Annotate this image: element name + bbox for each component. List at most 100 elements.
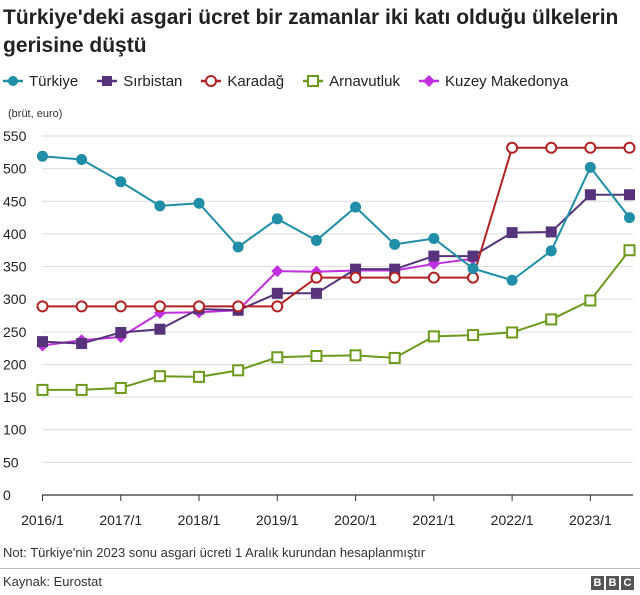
series-line-3 xyxy=(42,249,631,391)
data-point xyxy=(232,364,245,377)
data-point xyxy=(193,197,205,209)
legend-item-arnavutluk: Arnavutluk xyxy=(302,73,400,90)
data-point xyxy=(545,245,557,257)
y-tick-label: 400 xyxy=(3,226,27,242)
data-point xyxy=(466,271,479,284)
chart-legend: Türkiye Sırbistan Karadağ Arnavutluk Kuz… xyxy=(2,70,586,92)
x-tick-label: 2020/1 xyxy=(334,512,377,528)
data-point xyxy=(428,250,440,262)
legend-label: Kuzey Makedonya xyxy=(444,72,569,90)
data-point xyxy=(76,153,88,165)
data-point xyxy=(310,287,322,299)
x-tick-label: 2016/1 xyxy=(21,512,64,528)
data-point xyxy=(232,300,245,313)
y-tick-label: 200 xyxy=(3,356,27,372)
x-tick-label: 2019/1 xyxy=(256,512,299,528)
chart-source: Kaynak: Eurostat xyxy=(3,574,102,589)
data-point xyxy=(37,150,48,162)
legend-marker-circle-icon xyxy=(3,76,23,86)
data-point xyxy=(506,274,518,286)
bbc-logo-letter: B xyxy=(606,576,619,590)
data-point xyxy=(114,381,127,394)
bbc-logo-letter: C xyxy=(621,576,634,590)
data-point xyxy=(114,300,127,313)
legend-marker-diamond-icon xyxy=(418,75,439,87)
data-point xyxy=(389,263,401,275)
series-line-1 xyxy=(42,193,630,345)
data-point xyxy=(154,323,166,335)
y-tick-label: 350 xyxy=(3,259,27,275)
y-tick-label: 0 xyxy=(3,487,11,503)
data-point xyxy=(193,370,206,383)
data-point xyxy=(310,349,323,362)
data-point xyxy=(506,141,519,154)
data-point xyxy=(466,329,479,342)
legend-label: Türkiye xyxy=(29,72,79,90)
data-point xyxy=(623,141,636,154)
data-point xyxy=(624,189,635,201)
y-tick-label: 550 xyxy=(3,128,27,144)
y-tick-label: 450 xyxy=(3,193,27,209)
data-point xyxy=(506,227,518,239)
data-point xyxy=(545,226,557,238)
y-tick-label: 250 xyxy=(3,324,27,340)
data-point xyxy=(350,263,362,275)
data-point xyxy=(388,271,401,284)
legend-marker-open-circle-icon xyxy=(201,75,222,87)
data-point xyxy=(310,234,322,246)
footer-divider xyxy=(0,568,640,569)
data-point xyxy=(271,287,283,299)
data-point xyxy=(427,271,440,284)
data-point xyxy=(271,265,284,278)
legend-item-karadag: Karadağ xyxy=(200,73,284,90)
data-point xyxy=(349,349,362,362)
x-tick-label: 2022/1 xyxy=(491,512,534,528)
legend-item-sirbistan: Sırbistan xyxy=(96,73,182,90)
series-line-2 xyxy=(42,146,630,308)
data-point xyxy=(36,383,49,396)
series-line-4 xyxy=(42,257,474,347)
data-point xyxy=(545,141,558,154)
data-point xyxy=(271,213,283,225)
data-point xyxy=(467,263,479,275)
data-point xyxy=(388,351,401,364)
data-point xyxy=(115,326,127,338)
data-point xyxy=(193,300,206,313)
data-point xyxy=(153,370,166,383)
data-point xyxy=(584,294,597,307)
data-point xyxy=(36,300,49,313)
y-tick-label: 100 xyxy=(3,422,27,438)
y-tick-label: 500 xyxy=(3,161,27,177)
y-tick-label: 150 xyxy=(3,389,27,405)
bbc-logo: B B C xyxy=(591,576,634,590)
legend-marker-square-icon xyxy=(97,76,118,86)
legend-label: Arnavutluk xyxy=(329,72,400,90)
data-point xyxy=(115,176,127,188)
data-point xyxy=(467,250,479,262)
data-point xyxy=(153,300,166,313)
data-point xyxy=(389,238,401,250)
legend-item-kuzey-makedonya: Kuzey Makedonya xyxy=(418,73,568,90)
data-point xyxy=(75,383,88,396)
data-point xyxy=(310,271,323,284)
data-point xyxy=(154,200,166,212)
chart-note: Not: Türkiye'nin 2023 sonu asgari ücreti… xyxy=(3,545,426,560)
data-point xyxy=(75,300,88,313)
data-point xyxy=(545,313,558,326)
legend-label: Karadağ xyxy=(227,72,285,90)
data-point xyxy=(37,336,48,348)
data-point xyxy=(76,338,88,350)
line-chart: 0 50 100 150 200 250 300 350 400 450 500 550 2016/1 2… xyxy=(3,128,636,528)
chart-title: Türkiye'deki asgari ücret bir zamanlar i… xyxy=(3,6,619,57)
data-point xyxy=(271,300,284,313)
data-point xyxy=(584,189,596,201)
y-tick-label: 300 xyxy=(3,291,27,307)
data-point xyxy=(428,232,440,244)
data-point xyxy=(271,351,284,364)
data-point xyxy=(506,326,519,339)
data-point xyxy=(623,244,636,257)
x-tick-label: 2021/1 xyxy=(412,512,455,528)
data-point xyxy=(350,201,362,213)
legend-marker-open-square-icon xyxy=(303,75,324,87)
data-point xyxy=(427,330,440,343)
